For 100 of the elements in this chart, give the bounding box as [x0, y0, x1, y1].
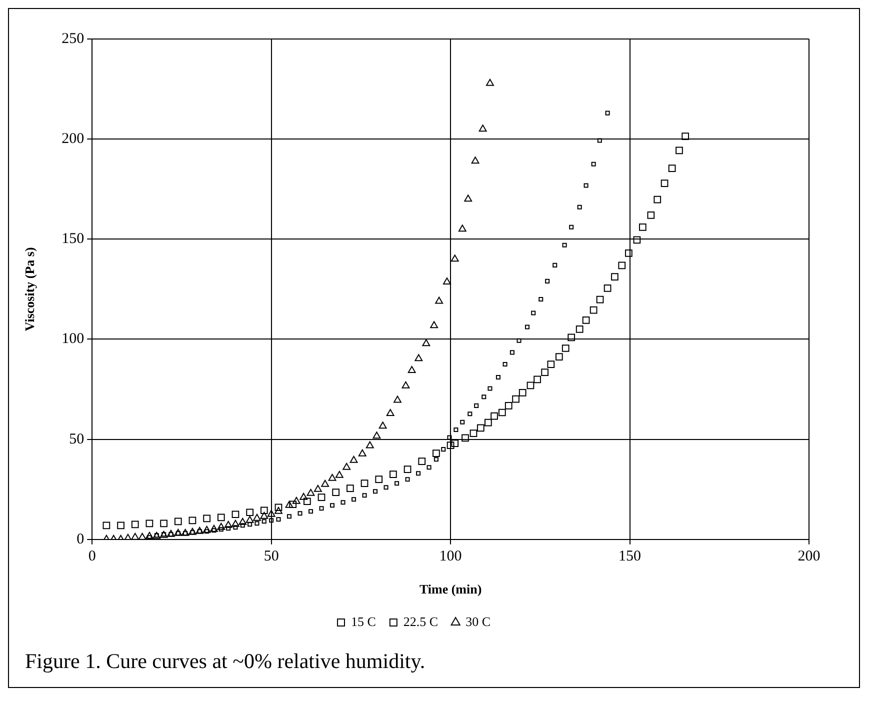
- point: [654, 196, 662, 204]
- point: [202, 526, 211, 533]
- point: [633, 236, 641, 244]
- point: [390, 470, 397, 478]
- point: [474, 403, 479, 408]
- point: [416, 471, 421, 476]
- point: [426, 465, 432, 470]
- point: [555, 353, 563, 361]
- point: [314, 484, 322, 492]
- y-tick-label: 100: [62, 331, 84, 348]
- point: [569, 224, 574, 230]
- point: [224, 520, 232, 528]
- point: [321, 480, 330, 487]
- point: [160, 520, 168, 528]
- y-axis-title: Viscosity (Pa s): [22, 247, 38, 332]
- point: [518, 389, 526, 396]
- point: [226, 526, 231, 531]
- point: [405, 477, 410, 482]
- point: [484, 418, 492, 426]
- point: [298, 511, 302, 516]
- point: [538, 296, 544, 302]
- point: [404, 466, 412, 474]
- point: [534, 376, 541, 384]
- point: [584, 183, 588, 188]
- point: [504, 402, 512, 410]
- point: [590, 306, 598, 314]
- point: [346, 484, 354, 492]
- point: [303, 498, 311, 506]
- point: [531, 310, 536, 316]
- point: [292, 496, 300, 504]
- point: [328, 474, 336, 481]
- point: [464, 194, 472, 202]
- point: [660, 180, 668, 187]
- point: [174, 528, 182, 536]
- point: [262, 519, 266, 524]
- point: [486, 78, 494, 86]
- point: [378, 422, 387, 429]
- point: [496, 375, 500, 380]
- legend-label: 15 C: [350, 614, 376, 629]
- point: [330, 503, 335, 508]
- point: [488, 386, 492, 391]
- point: [362, 493, 367, 498]
- point: [502, 362, 508, 367]
- point: [102, 522, 110, 530]
- point: [267, 510, 276, 517]
- point: [434, 457, 438, 462]
- point: [625, 249, 632, 257]
- point: [524, 324, 530, 330]
- point: [360, 480, 368, 488]
- point: [510, 350, 514, 355]
- point: [188, 516, 196, 524]
- point: [402, 381, 410, 388]
- point: [352, 497, 356, 502]
- point: [166, 530, 175, 537]
- point: [408, 366, 416, 373]
- point: [318, 494, 326, 502]
- point: [394, 396, 402, 403]
- x-tick-label: 0: [88, 548, 96, 564]
- point: [342, 462, 351, 470]
- point: [372, 432, 381, 439]
- point: [446, 442, 454, 450]
- point: [394, 481, 400, 486]
- point: [274, 506, 282, 514]
- point: [476, 424, 484, 432]
- point: [203, 514, 210, 522]
- point: [289, 500, 297, 508]
- point: [676, 146, 683, 154]
- point: [468, 412, 472, 416]
- point: [300, 492, 308, 500]
- point: [682, 132, 690, 140]
- point: [577, 204, 582, 210]
- point: [432, 450, 440, 458]
- point: [146, 520, 154, 528]
- point: [286, 514, 292, 519]
- point: [562, 344, 570, 352]
- point: [269, 518, 274, 523]
- y-tick-label: 250: [62, 30, 84, 47]
- point: [253, 514, 261, 521]
- x-tick-label: 200: [798, 548, 820, 564]
- point: [470, 430, 478, 437]
- point: [384, 485, 388, 490]
- point: [562, 242, 567, 248]
- point: [605, 110, 610, 116]
- point: [210, 524, 218, 532]
- point: [618, 262, 626, 270]
- point: [458, 224, 466, 232]
- point: [131, 520, 139, 528]
- point: [248, 522, 252, 527]
- point: [576, 326, 584, 333]
- x-tick-label: 50: [264, 548, 279, 564]
- x-tick-label: 150: [618, 548, 642, 564]
- point: [306, 488, 315, 496]
- point: [174, 518, 182, 526]
- point: [319, 506, 324, 511]
- point: [232, 520, 240, 527]
- point: [471, 156, 480, 164]
- point: [350, 456, 358, 463]
- point: [217, 514, 225, 522]
- point: [451, 440, 459, 448]
- point: [414, 354, 423, 362]
